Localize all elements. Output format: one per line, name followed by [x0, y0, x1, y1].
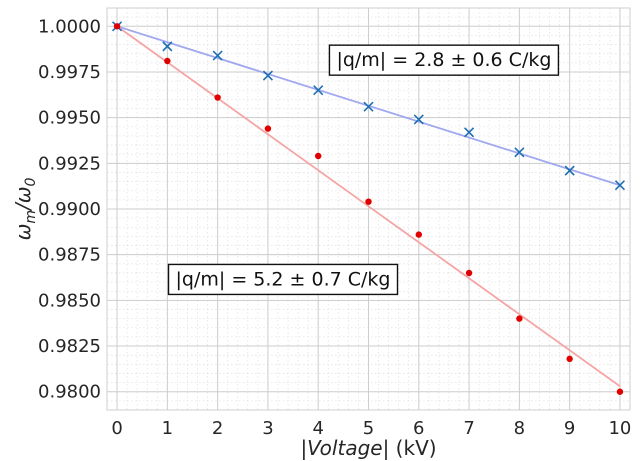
x-tick-label: 1	[162, 418, 173, 439]
x-tick-label: 4	[312, 418, 323, 439]
fit-line-2	[116, 25, 621, 387]
y-tick-label: 1.0000	[38, 16, 101, 37]
x-tick-label: 0	[111, 418, 122, 439]
x-axis-label: |Voltage| (kV)	[300, 436, 436, 460]
x-axis-label-unit: (kV)	[389, 436, 436, 460]
x-tick-label: 8	[514, 418, 525, 439]
dot-marker-point	[365, 198, 372, 205]
dot-marker-point	[214, 94, 221, 101]
annotation-2: |q/m| = 5.2 ± 0.7 C/kg	[167, 263, 399, 296]
y-tick-label: 0.9850	[38, 290, 101, 311]
annotation-text: |q/m| = 2.8 ± 0.6 C/kg	[336, 49, 551, 71]
dot-marker-point	[516, 315, 523, 322]
x-marker-point	[564, 165, 575, 176]
x-marker-point	[162, 41, 173, 52]
x-marker-point	[363, 101, 374, 112]
y-axis-label: ωm/ω0	[11, 178, 39, 241]
y-tick-label: 0.9950	[38, 108, 101, 129]
y-axis-label-sub2: 0	[23, 178, 39, 187]
x-tick-label: 5	[363, 418, 374, 439]
dot-marker-point	[315, 152, 322, 160]
y-tick-label: 0.9800	[38, 382, 101, 403]
x-tick-label: 3	[262, 418, 273, 439]
x-marker-stroke	[212, 50, 223, 61]
dot-marker-point	[415, 231, 422, 238]
x-marker-stroke	[162, 41, 173, 52]
x-marker-stroke	[464, 127, 475, 138]
y-tick-label: 0.9825	[38, 336, 101, 357]
x-tick-label: 9	[564, 418, 575, 439]
x-marker-point	[514, 147, 525, 158]
x-marker-point	[614, 180, 626, 191]
dot-marker-point	[264, 125, 272, 132]
x-marker-point	[313, 85, 324, 96]
dot-marker-point	[164, 57, 171, 65]
y-axis-label-sub1: m	[23, 210, 39, 224]
x-tick-labels: 0 1 2 3 4 5 6 7 8 9 10	[111, 418, 631, 439]
annotation-text: |q/m| = 5.2 ± 0.7 C/kg	[176, 268, 391, 290]
annotation-box	[167, 263, 399, 296]
x-marker-stroke	[313, 85, 324, 96]
x-marker-stroke	[363, 101, 374, 112]
x-marker-stroke	[262, 70, 273, 81]
annotation-1: |q/m| = 2.8 ± 0.6 C/kg	[328, 44, 560, 76]
dot-marker-point	[566, 355, 573, 363]
x-marker-point	[464, 127, 475, 138]
x-marker-point	[262, 70, 273, 81]
data-points	[111, 21, 626, 395]
x-tick-label: 2	[212, 418, 223, 439]
annotation-box	[328, 44, 560, 76]
x-marker-stroke	[614, 180, 626, 191]
x-marker-stroke	[514, 147, 525, 158]
y-tick-label: 0.9925	[38, 153, 101, 174]
y-axis-label-sep: /ω	[11, 187, 35, 213]
x-marker-stroke	[564, 165, 575, 176]
x-tick-label: 10	[608, 418, 631, 439]
y-tick-label: 0.9975	[38, 62, 101, 83]
y-tick-labels: 0.9800 0.9825 0.9850 0.9875 0.9900 0.9925 0.99…	[38, 16, 101, 402]
y-tick-label: 0.9875	[38, 245, 101, 266]
x-tick-label: 6	[413, 418, 424, 439]
x-marker-stroke	[413, 114, 424, 125]
dot-marker-point	[113, 23, 121, 30]
x-marker-point	[413, 114, 424, 125]
dot-marker-point	[465, 269, 473, 277]
x-marker-point	[212, 50, 223, 61]
dot-marker-point	[616, 388, 624, 395]
plot-frame	[106, 7, 631, 411]
x-tick-label: 7	[463, 418, 474, 439]
y-tick-label: 0.9900	[38, 199, 101, 220]
x-axis-label-main: |Voltage|	[300, 436, 389, 460]
annotations: |q/m| = 2.8 ± 0.6 C/kg |q/m| = 5.2 ± 0.7 …	[167, 44, 560, 296]
y-axis-label-main: ω	[11, 224, 35, 241]
